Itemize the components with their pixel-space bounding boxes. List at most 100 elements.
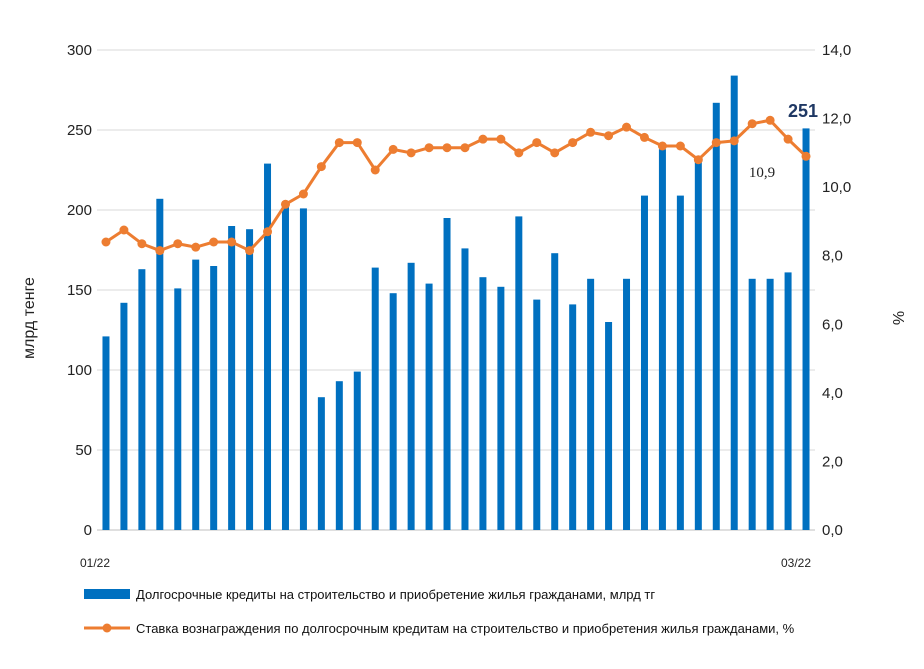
bar xyxy=(533,299,541,530)
annotations: 251 10,9 xyxy=(749,101,818,181)
line-point xyxy=(119,225,129,235)
line-point xyxy=(191,242,201,252)
left-tick-label: 300 xyxy=(67,42,92,59)
line-point xyxy=(388,144,398,154)
line-point xyxy=(693,155,703,165)
series-line xyxy=(105,118,808,253)
bar xyxy=(210,266,218,530)
right-axis-title: % xyxy=(889,311,906,325)
line-point xyxy=(568,138,578,148)
bar xyxy=(228,226,236,530)
line-point xyxy=(227,237,237,247)
right-tick-label: 6,0 xyxy=(822,316,843,333)
bar xyxy=(658,149,666,530)
line-point xyxy=(675,141,685,151)
bar xyxy=(461,248,469,530)
left-tick-label: 250 xyxy=(67,122,92,139)
left-tick-label: 200 xyxy=(67,202,92,219)
bar xyxy=(748,278,756,530)
bar xyxy=(784,272,792,530)
left-tick-label: 150 xyxy=(67,282,92,299)
bar xyxy=(802,128,810,530)
bar xyxy=(605,322,613,530)
bar xyxy=(264,163,272,530)
line-point xyxy=(460,143,470,153)
left-tick-label: 50 xyxy=(75,442,92,459)
right-tick-label: 8,0 xyxy=(822,248,843,265)
right-tick-label: 14,0 xyxy=(822,42,851,59)
right-tick-label: 10,0 xyxy=(822,179,851,196)
x-start-label: 01/22 xyxy=(80,556,110,570)
right-tick-label: 4,0 xyxy=(822,385,843,402)
bar xyxy=(497,286,505,530)
bar xyxy=(623,278,631,530)
line-point xyxy=(209,237,219,247)
legend-bar-label: Долгосрочные кредиты на строительство и … xyxy=(136,587,655,602)
bar-series xyxy=(102,75,810,531)
line-point xyxy=(765,115,775,125)
line-point xyxy=(316,162,326,172)
line-point xyxy=(639,132,649,142)
line-point xyxy=(604,131,614,141)
bar xyxy=(192,259,200,530)
bar xyxy=(425,283,433,530)
line-point xyxy=(101,237,111,247)
line-point xyxy=(532,138,542,148)
left-tick-label: 0 xyxy=(84,522,92,539)
line-point xyxy=(137,239,147,249)
line-point xyxy=(424,143,434,153)
left-axis-ticks: 0 50 100 150 200 250 300 xyxy=(67,42,92,539)
bar xyxy=(120,302,128,530)
line-point xyxy=(352,138,362,148)
bar xyxy=(138,269,146,530)
line-point xyxy=(334,138,344,148)
x-end-label: 03/22 xyxy=(781,556,811,570)
bar xyxy=(371,267,379,530)
line-point xyxy=(514,148,524,158)
line-point xyxy=(747,119,757,129)
bar xyxy=(587,278,595,530)
bar xyxy=(515,216,523,530)
line-series xyxy=(101,115,811,256)
bar xyxy=(317,397,325,530)
line-point xyxy=(245,246,255,256)
line-point xyxy=(280,199,290,209)
legend-bar-swatch xyxy=(84,589,130,599)
line-value-label: 10,9 xyxy=(749,165,775,181)
bar xyxy=(730,75,738,530)
line-point xyxy=(406,148,416,158)
line-point xyxy=(550,148,560,158)
line-point xyxy=(442,143,452,153)
line-point xyxy=(657,141,667,151)
line-point xyxy=(173,239,183,249)
bar xyxy=(640,195,648,530)
bar xyxy=(335,381,343,530)
line-point xyxy=(586,127,596,137)
bar xyxy=(353,371,361,530)
bar xyxy=(299,208,307,530)
line-point xyxy=(298,189,308,199)
bar xyxy=(174,288,182,530)
bar xyxy=(102,336,110,530)
right-tick-label: 12,0 xyxy=(822,111,851,128)
line-point xyxy=(711,138,721,148)
bar xyxy=(676,195,684,530)
right-tick-label: 0,0 xyxy=(822,522,843,539)
line-point xyxy=(783,134,793,144)
legend-line-label: Ставка вознаграждения по долгосрочным кр… xyxy=(136,621,795,636)
line-point xyxy=(155,246,165,256)
bar xyxy=(389,293,397,530)
gridlines xyxy=(97,49,815,531)
line-point xyxy=(496,134,506,144)
right-tick-label: 2,0 xyxy=(822,453,843,470)
legend: Долгосрочные кредиты на строительство и … xyxy=(84,587,795,636)
left-tick-label: 100 xyxy=(67,362,92,379)
bar xyxy=(569,304,577,530)
bar xyxy=(156,198,164,531)
line-point xyxy=(370,165,380,175)
bar-value-label: 251 xyxy=(788,101,818,121)
bar xyxy=(551,253,559,530)
bar xyxy=(246,229,254,530)
bar xyxy=(694,160,702,530)
